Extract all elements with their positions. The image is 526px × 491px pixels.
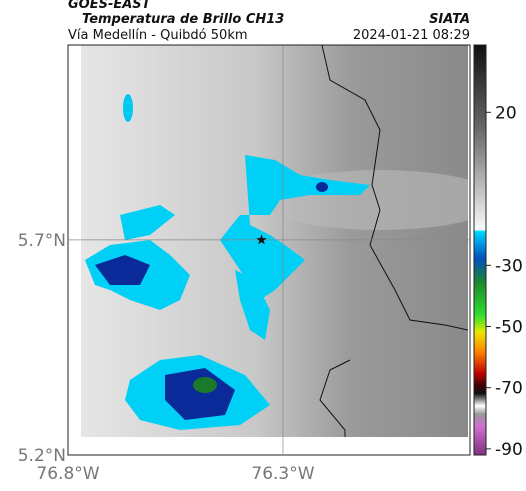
colorbar-tick-label: -30 xyxy=(495,256,523,276)
y-tick-label: 5.2°N xyxy=(18,446,66,466)
colorbar-tick-label: -70 xyxy=(495,379,523,399)
region: Vía Medellín - Quibdó 50km xyxy=(68,28,248,43)
product: Temperatura de Brillo CH13 xyxy=(82,12,284,27)
imagery xyxy=(81,45,468,437)
org: SIATA xyxy=(429,12,470,27)
location-marker xyxy=(256,234,267,245)
x-tick-label: 76.8°W xyxy=(36,464,99,484)
map-frame xyxy=(67,44,471,456)
colorbar-tick-label: -90 xyxy=(495,440,523,460)
y-tick-label: 5.7°N xyxy=(18,231,66,251)
colorbar-tick-label: -50 xyxy=(495,317,523,337)
colorbar-tick-label: 20 xyxy=(495,103,517,123)
datetime: 2024-01-21 08:29 xyxy=(353,28,470,43)
satellite: GOES-EAST xyxy=(68,0,152,12)
x-tick-label: 76.3°W xyxy=(251,464,314,484)
colorbar xyxy=(473,44,487,456)
